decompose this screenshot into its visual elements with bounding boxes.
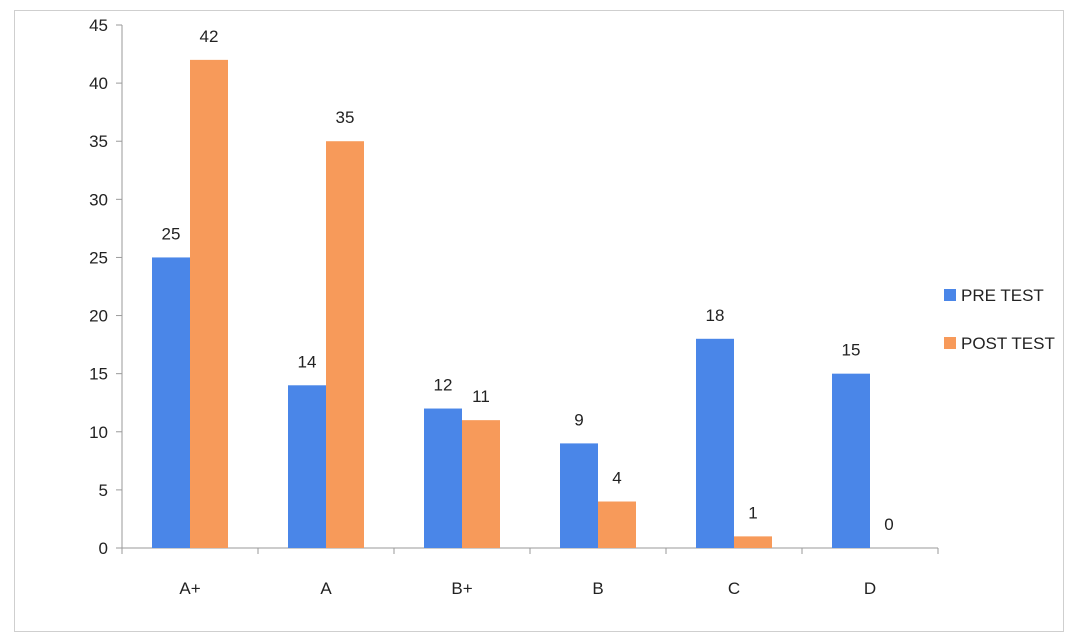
y-tick-label: 35 <box>89 132 108 151</box>
data-label: 15 <box>842 341 861 360</box>
bar-post-test <box>734 536 772 548</box>
y-tick-label: 30 <box>89 190 108 209</box>
data-labels: 25 42 14 35 12 11 9 4 18 1 15 0 <box>162 27 894 534</box>
data-label: 25 <box>162 224 181 243</box>
data-label: 4 <box>612 469 621 488</box>
data-label: 9 <box>574 410 583 429</box>
bar-pre-test <box>152 257 190 548</box>
bars <box>152 59 870 548</box>
y-tick-label: 20 <box>89 307 108 326</box>
x-tick-label: B <box>592 579 603 598</box>
x-tick-label: A <box>320 579 332 598</box>
legend-swatch <box>944 289 956 301</box>
y-tick-label: 15 <box>89 365 108 384</box>
data-label: 35 <box>336 108 355 127</box>
y-tick-label: 0 <box>99 539 108 558</box>
data-label: 12 <box>434 376 453 395</box>
bar-pre-test <box>560 443 598 548</box>
x-tick-label: D <box>864 579 876 598</box>
bar-pre-test <box>288 385 326 548</box>
y-tick-label: 10 <box>89 423 108 442</box>
bar-pre-test <box>832 373 870 548</box>
bar-post-test <box>462 420 500 548</box>
legend: PRE TEST POST TEST <box>944 286 1055 353</box>
legend-label: POST TEST <box>961 334 1055 353</box>
y-tick-label: 40 <box>89 74 108 93</box>
legend-label: PRE TEST <box>961 286 1044 305</box>
bar-pre-test <box>696 338 734 548</box>
x-tick-label: C <box>728 579 740 598</box>
data-label: 1 <box>748 503 757 522</box>
legend-swatch <box>944 337 956 349</box>
bar-post-test <box>190 59 228 548</box>
x-tick-label: B+ <box>451 579 472 598</box>
x-tick-label: A+ <box>179 579 200 598</box>
y-tick-label: 25 <box>89 248 108 267</box>
data-label: 14 <box>298 352 317 371</box>
bar-post-test <box>326 141 364 548</box>
data-label: 18 <box>706 306 725 325</box>
bar-post-test <box>598 501 636 548</box>
y-tick-label: 45 <box>89 16 108 35</box>
y-tick-label: 5 <box>99 481 108 500</box>
data-label: 42 <box>200 27 219 46</box>
data-label: 11 <box>472 387 490 406</box>
data-label: 0 <box>884 515 893 534</box>
bar-pre-test <box>424 408 462 548</box>
